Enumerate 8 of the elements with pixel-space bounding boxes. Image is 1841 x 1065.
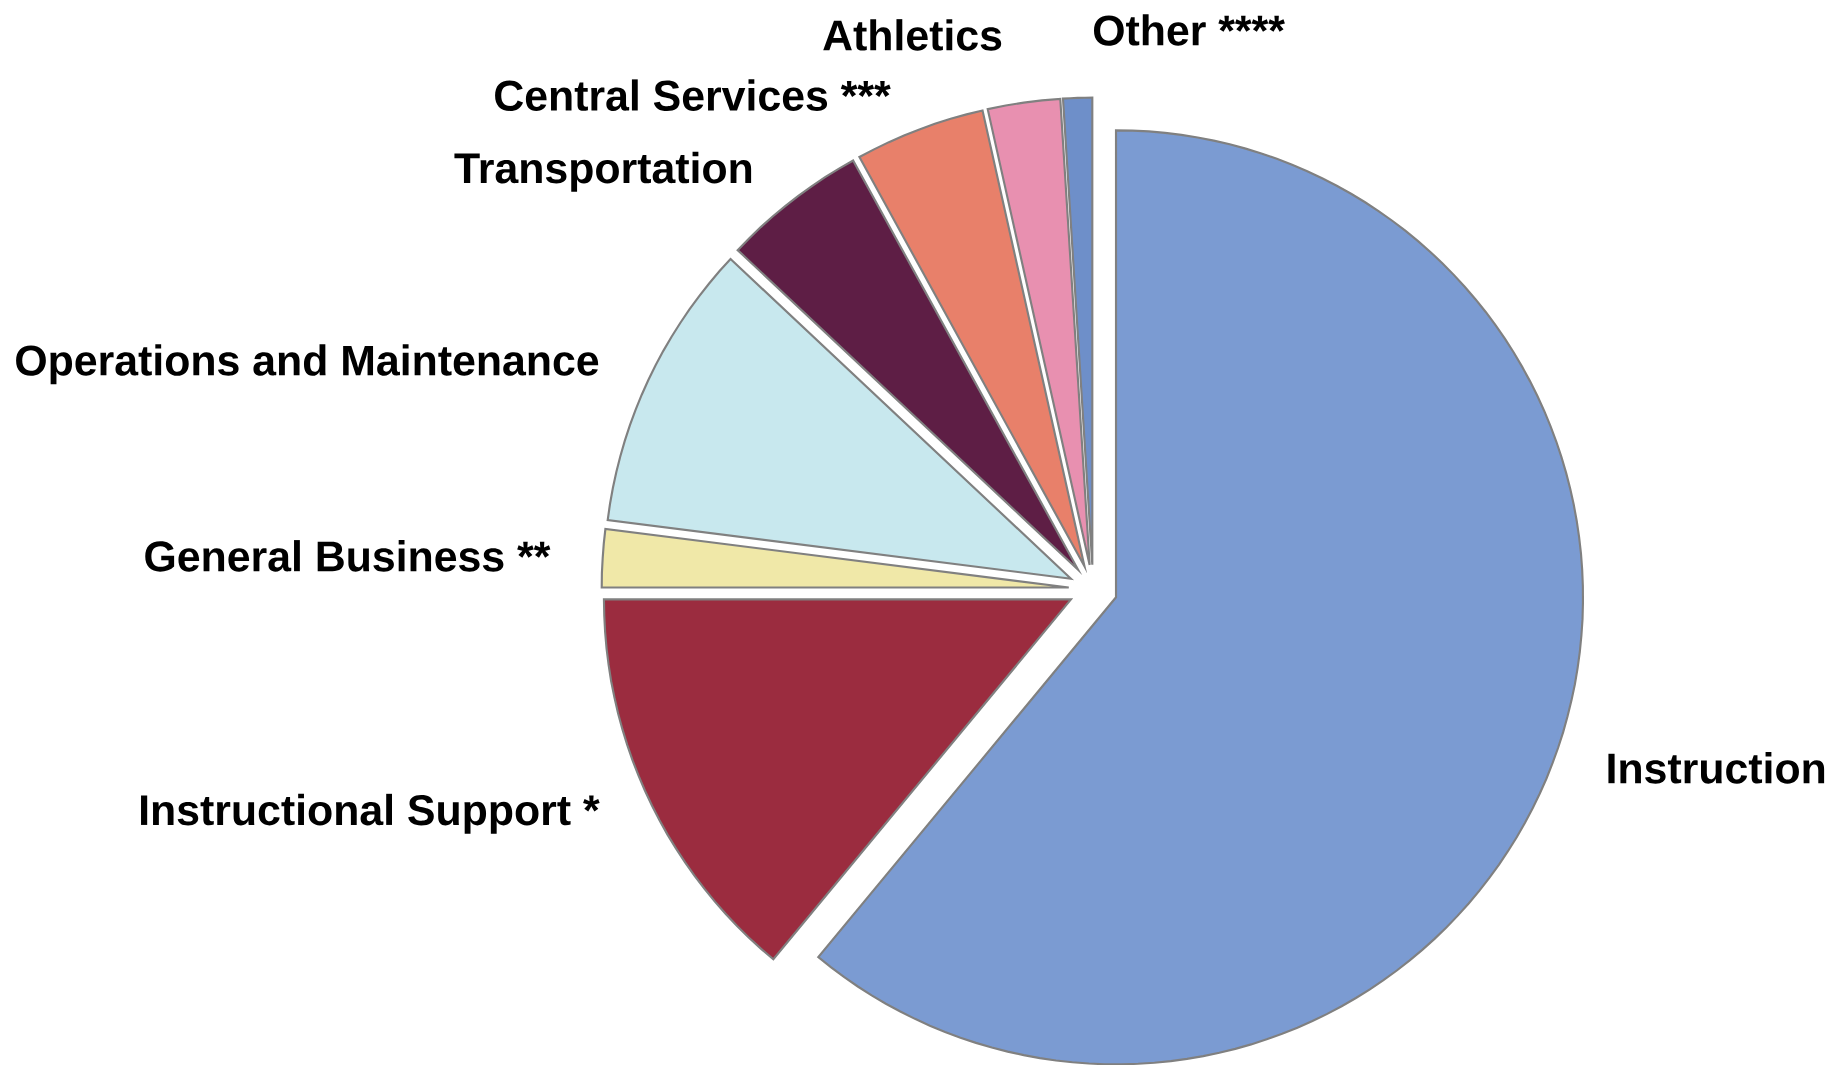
slice-label: Transportation <box>454 151 752 192</box>
slice-label: Central Services *** <box>495 79 891 111</box>
slice-label: Operations and Maintenance <box>16 344 599 384</box>
slice-label: General Business ** <box>145 539 551 572</box>
slice-label: Instructional Support * <box>141 793 600 834</box>
slice-label: Other **** <box>1093 13 1285 46</box>
slice-label: Athletics <box>823 18 1002 51</box>
slice-label: Instruction <box>1608 751 1825 784</box>
